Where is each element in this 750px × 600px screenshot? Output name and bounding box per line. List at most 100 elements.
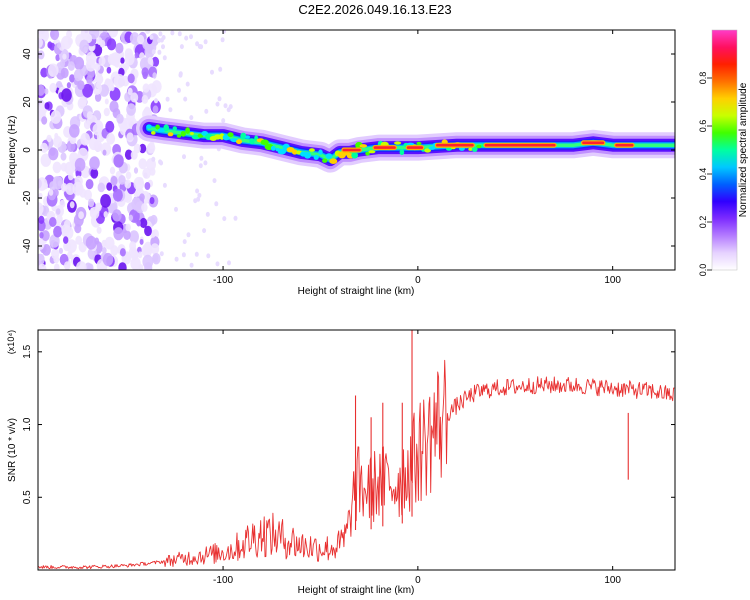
x-tick-label: 0 [415,575,421,586]
ridge-blob [318,149,323,155]
noise-blob [139,193,145,202]
noise-dot [189,34,193,40]
noise-dot [157,37,162,43]
x-tick-label: 0 [415,275,421,286]
noise-blob [76,261,87,270]
noise-blob [61,88,72,102]
noise-blob [66,82,71,89]
noise-blob [126,103,136,116]
noise-dot [170,30,175,36]
colorbar-ticks: 0.0 0.2 0.4 0.6 0.8 [698,72,712,276]
noise-blob [141,243,153,258]
noise-dot [215,261,220,267]
noise-blob [109,100,119,113]
snr-frame [37,329,676,571]
ridge-blob [476,144,482,149]
noise-blob [106,66,112,74]
noise-dot [202,228,207,234]
noise-blob [85,58,96,72]
noise-dot [210,69,214,75]
snr-x-label: Height of straight line (km) [298,585,415,596]
y-tick-label: 0.5 [22,490,33,504]
noise-blob [102,252,114,267]
noise-dot [151,156,156,162]
ridge-blob [325,153,333,160]
noise-blob [69,74,76,83]
spectrogram-y-label: Frequency (Hz) [7,116,18,185]
noise-blob [124,192,132,203]
noise-blob [48,147,59,161]
noise-blob [49,82,57,93]
ridge-blob [167,132,174,137]
noise-blob [49,234,60,248]
noise-dot [215,101,220,107]
noise-blob [96,37,103,46]
noise-blob [57,180,62,187]
noise-blob [152,105,159,114]
noise-blob [38,84,45,96]
noise-blob [130,257,141,270]
noise-dot [198,163,203,169]
noise-blob [39,232,44,239]
ridge-blob [151,131,156,135]
noise-blob [49,42,56,51]
noise-blob [144,45,155,59]
noise-blob [119,248,126,257]
noise-blob [138,158,147,170]
noise-blob [53,255,60,264]
noise-dot [183,96,188,102]
noise-blob [129,32,140,45]
noise-dot [220,37,225,43]
noise-blob [100,194,111,208]
noise-blob [80,132,91,146]
noise-blob [94,63,101,72]
noise-blob [142,167,151,179]
y-tick-label: 40 [22,48,33,60]
noise-blob [127,73,135,84]
ridge-blob [308,148,315,152]
noise-blob [106,182,113,191]
noise-blob [104,236,115,250]
noise-dot [206,253,211,259]
ridge-blob [458,146,465,151]
noise-blob [106,38,117,51]
noise-dot [178,71,183,77]
noise-dot [181,252,186,258]
noise-blob [136,219,141,227]
noise-dot [174,256,179,262]
noise-dot [189,262,194,268]
noise-dot [217,96,222,102]
noise-dot [199,155,204,161]
noise-blob [125,171,132,180]
noise-dot [179,44,184,50]
ridge-blob [227,132,234,138]
noise-blob [113,227,124,241]
noise-blob [67,61,75,71]
noise-blob [82,83,93,98]
noise-blob [56,214,63,224]
noise-blob [38,202,44,216]
ridge-blob [291,149,298,155]
noise-dot [162,55,167,61]
y-tick-label: -20 [22,190,33,205]
noise-blob [139,238,144,245]
colorbar-label: Normalized spectral amplitude [738,82,749,217]
y-tick-label: 0 [22,147,33,153]
noise-blob [112,209,122,222]
spectrogram-heatmap [38,30,675,270]
noise-blob [41,244,51,256]
noise-dot [203,160,208,166]
colorbar-tick-label: 0.8 [698,72,708,85]
noise-dot [189,115,194,121]
noise-blob [83,120,91,130]
noise-blob [87,198,95,208]
noise-dot [218,66,223,72]
ridge-blob [240,132,247,140]
noise-dot [199,44,204,50]
noise-blob [134,191,139,198]
noise-blob [133,167,139,174]
x-tick-label: 100 [604,575,621,586]
noise-blob [69,201,75,209]
noise-blob [114,59,120,68]
